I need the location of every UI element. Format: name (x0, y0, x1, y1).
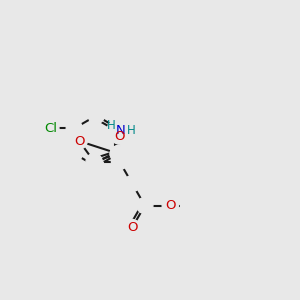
Circle shape (71, 133, 87, 149)
Text: O: O (165, 199, 175, 212)
Circle shape (88, 158, 104, 175)
Circle shape (66, 146, 82, 162)
Text: N: N (116, 124, 125, 137)
Circle shape (66, 120, 82, 136)
Circle shape (110, 120, 126, 136)
Circle shape (107, 119, 130, 142)
Circle shape (43, 120, 59, 136)
Circle shape (111, 128, 128, 144)
Text: O: O (127, 221, 137, 234)
Circle shape (110, 146, 126, 162)
Circle shape (110, 123, 126, 139)
Circle shape (110, 146, 126, 162)
Text: O: O (114, 130, 125, 143)
Circle shape (124, 220, 140, 236)
Text: O: O (74, 134, 84, 148)
Text: H: H (127, 124, 136, 137)
Text: Cl: Cl (44, 122, 57, 135)
Circle shape (137, 197, 153, 214)
Circle shape (162, 197, 178, 214)
Circle shape (88, 108, 104, 124)
Circle shape (124, 176, 140, 192)
Text: H: H (107, 119, 116, 132)
Circle shape (111, 154, 128, 169)
Circle shape (181, 197, 196, 214)
Circle shape (86, 154, 102, 169)
